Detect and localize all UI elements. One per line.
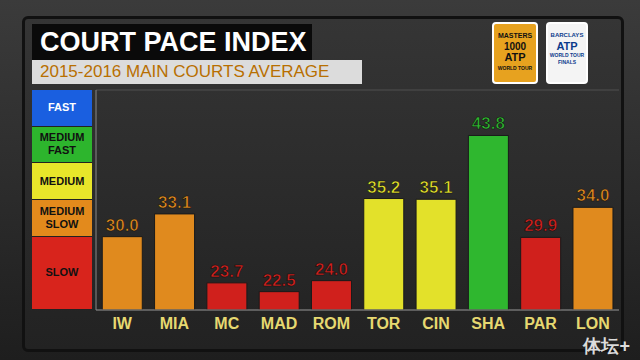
svg-text:CIN: CIN <box>422 315 450 332</box>
html-text:1000: 1000 <box>503 41 527 52</box>
svg-text:LON: LON <box>576 315 610 332</box>
svg-text:PAR: PAR <box>524 315 557 332</box>
html-text:体坛+: 体坛+ <box>583 336 630 356</box>
html-text:MEDIUM SLOW: MEDIUM SLOW <box>39 204 85 230</box>
svg-text:43.8: 43.8 <box>472 114 505 133</box>
svg-text:SHA: SHA <box>471 315 505 332</box>
html-text:BARCLAYS: BARCLAYS <box>550 32 584 38</box>
html-text:ATP: ATP <box>556 40 578 52</box>
svg-text:29.9: 29.9 <box>524 216 557 235</box>
svg-text:35.2: 35.2 <box>367 178 400 197</box>
svg-text:IW: IW <box>112 315 132 332</box>
html-text:2015-2016 MAIN COURTS AVERAGE: 2015-2016 MAIN COURTS AVERAGE <box>40 62 330 81</box>
svg-text:23.7: 23.7 <box>210 262 243 281</box>
html-text:MEDIUM FAST: MEDIUM FAST <box>39 131 85 157</box>
svg-text:MIA: MIA <box>160 315 190 332</box>
svg-text:ROM: ROM <box>313 315 350 332</box>
html-text:FAST: FAST <box>47 101 77 114</box>
html-text:SLOW: SLOW <box>45 266 79 279</box>
html-text:COURT PACE INDEX: COURT PACE INDEX <box>40 27 307 57</box>
svg-text:24.0: 24.0 <box>315 260 348 279</box>
svg-text:30.0: 30.0 <box>106 216 139 235</box>
svg-text:34.0: 34.0 <box>576 186 609 205</box>
svg-text:TOR: TOR <box>367 315 401 332</box>
svg-text:MAD: MAD <box>261 315 297 332</box>
html-text:WORLD TOUR FINALS: WORLD TOUR FINALS <box>549 52 585 65</box>
html-text:ATP: ATP <box>504 51 526 63</box>
html-text:MASTERS: MASTERS <box>497 32 533 39</box>
html-text:MEDIUM: MEDIUM <box>39 174 85 187</box>
svg-text:35.1: 35.1 <box>420 178 453 197</box>
html-text:WORLD TOUR: WORLD TOUR <box>497 65 533 71</box>
svg-text:MC: MC <box>214 315 239 332</box>
svg-text:22.5: 22.5 <box>263 271 296 290</box>
svg-text:33.1: 33.1 <box>158 193 191 212</box>
